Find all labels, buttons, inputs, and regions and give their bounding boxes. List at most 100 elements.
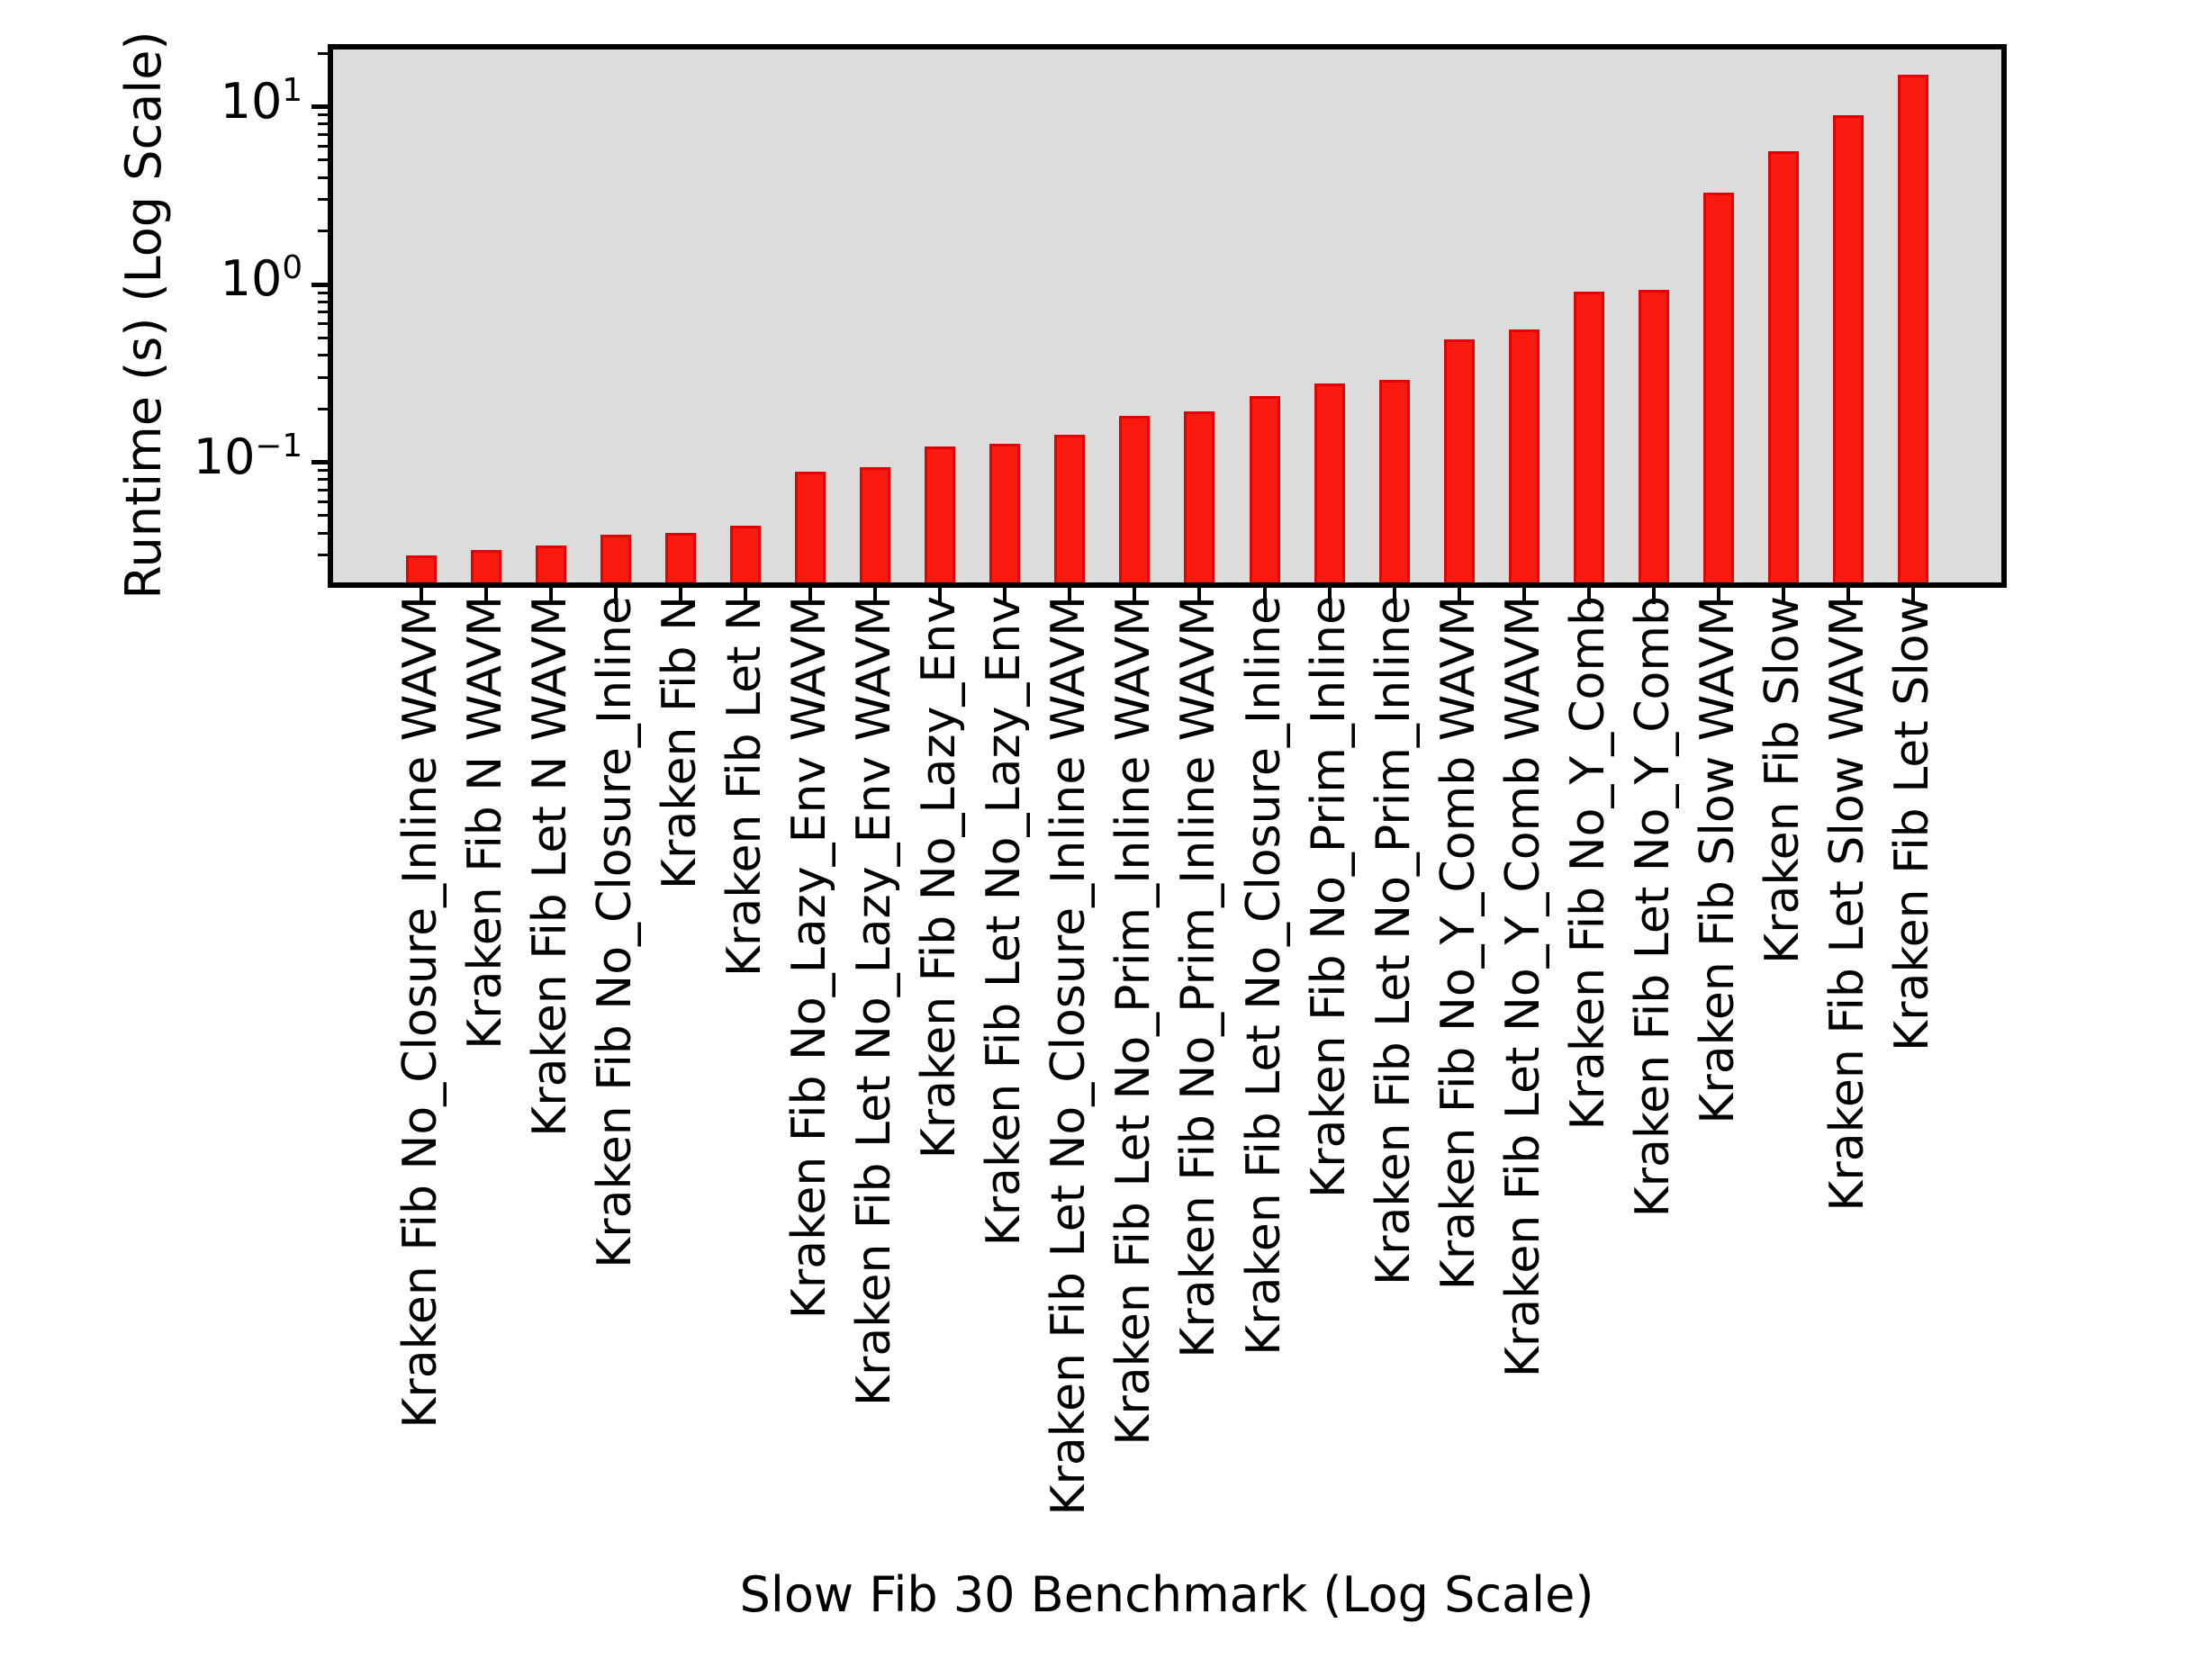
bar: [406, 555, 437, 582]
x-tick-label: Kraken Fib Let No_Prim_Inline WAVM: [1106, 596, 1161, 1446]
x-tick: [744, 588, 748, 604]
x-tick: [420, 588, 423, 604]
x-tick: [938, 588, 943, 604]
x-tick-label: Kraken Fib Let Slow: [1884, 596, 1939, 1051]
x-tick: [1716, 588, 1720, 604]
y-minor-tick: [318, 336, 328, 339]
y-minor-tick: [318, 113, 328, 117]
y-minor-tick: [318, 478, 328, 482]
x-tick-label: Kraken Fib N WAVM: [458, 596, 513, 1050]
y-minor-tick: [318, 554, 328, 557]
x-tick: [1133, 588, 1137, 604]
plot-area: [328, 44, 2007, 588]
bar: [1443, 339, 1475, 582]
y-minor-tick: [318, 322, 328, 326]
y-minor-tick: [318, 375, 328, 379]
bar: [860, 466, 891, 582]
bar: [925, 446, 956, 582]
x-tick-label: Kraken Fib No_Lazy_Env WAVM: [782, 596, 837, 1320]
y-minor-tick: [318, 488, 328, 491]
bar: [600, 535, 632, 582]
x-axis-title: Slow Fib 30 Benchmark (Log Scale): [739, 1566, 1594, 1623]
x-tick-label: Kraken Fib No_Y_Comb WAVM: [1431, 596, 1485, 1291]
bar: [1119, 416, 1151, 582]
y-tick-label: 101: [220, 71, 302, 130]
x-tick-label: Kraken Fib Let No_Y_Comb: [1625, 596, 1680, 1218]
bar: [1897, 74, 1928, 582]
x-tick-label: Kraken Fib No_Closure_Inline: [588, 596, 643, 1268]
x-tick: [1846, 588, 1850, 604]
bar: [1249, 396, 1280, 582]
x-tick-label: Kraken Fib Slow: [1755, 596, 1810, 964]
x-tick: [1651, 588, 1656, 604]
y-minor-tick: [318, 51, 328, 55]
bar: [795, 472, 826, 582]
y-minor-tick: [318, 198, 328, 202]
y-major-tick: [311, 282, 328, 287]
y-minor-tick: [318, 407, 328, 410]
bar: [1054, 435, 1086, 582]
y-minor-tick: [318, 311, 328, 314]
x-tick-label: Kraken Fib Let No_Lazy_Env: [977, 596, 1032, 1247]
bar: [1378, 380, 1410, 582]
x-tick-label: Kraken Fib Let N: [718, 596, 772, 978]
x-tick: [1197, 588, 1202, 604]
x-tick-label: Kraken Fib Let No_Closure_Inline WAVM: [1042, 596, 1097, 1516]
y-minor-tick: [318, 291, 328, 294]
y-major-tick: [311, 104, 328, 109]
x-tick: [679, 588, 683, 604]
y-minor-tick: [318, 122, 328, 126]
y-minor-tick: [318, 514, 328, 518]
x-tick: [1586, 588, 1591, 604]
y-tick-label: 100: [220, 249, 302, 307]
x-tick-label: Kraken Fib Let No_Y_Comb WAVM: [1495, 596, 1550, 1378]
x-tick-label: Kraken Fib Let Slow WAVM: [1819, 596, 1874, 1212]
y-tick-label: 10−1: [193, 427, 302, 485]
bar: [1767, 151, 1799, 582]
bar: [1573, 292, 1604, 582]
x-tick: [1262, 588, 1267, 604]
x-tick: [1327, 588, 1332, 604]
y-minor-tick: [318, 132, 328, 136]
x-tick-label: Kraken Fib Slow WAVM: [1690, 596, 1745, 1124]
x-tick-label: Kraken Fib No_Lazy_Env: [912, 596, 967, 1159]
x-tick-label: Kraken Fib No_Closure_Inline WAVM: [393, 596, 447, 1429]
bar: [1702, 192, 1734, 582]
y-minor-tick: [318, 144, 328, 148]
y-minor-tick: [318, 469, 328, 473]
x-tick: [1910, 588, 1915, 604]
x-tick: [808, 588, 813, 604]
x-tick-label: Kraken Fib Let N WAVM: [523, 596, 578, 1137]
x-tick: [1781, 588, 1785, 604]
bar: [536, 545, 567, 582]
x-tick: [549, 588, 554, 604]
bar: [1832, 114, 1864, 582]
bar: [1314, 383, 1345, 582]
y-major-tick: [311, 460, 328, 464]
bar: [730, 525, 762, 582]
y-minor-tick: [318, 300, 328, 303]
x-tick-label: Kraken Fib No_Y_Comb: [1560, 596, 1615, 1131]
x-tick-label: Kraken Fib N: [653, 596, 708, 890]
y-minor-tick: [318, 531, 328, 535]
x-tick: [1068, 588, 1072, 604]
bar: [1508, 329, 1539, 582]
bar: [1638, 290, 1669, 582]
bar: [471, 550, 502, 582]
bar: [1184, 410, 1215, 582]
x-tick: [1521, 588, 1526, 604]
x-tick: [484, 588, 489, 604]
x-tick-label: Kraken Fib Let No_Prim_Inline: [1366, 596, 1421, 1285]
x-tick: [1003, 588, 1007, 604]
x-tick-label: Kraken Fib Let No_Closure_Inline: [1236, 596, 1291, 1356]
y-minor-tick: [318, 354, 328, 357]
y-minor-tick: [318, 500, 328, 503]
x-tick-label: Kraken Fib Let No_Lazy_Env WAVM: [847, 596, 902, 1407]
x-tick-label: Kraken Fib No_Prim_Inline: [1301, 596, 1356, 1198]
x-tick: [1457, 588, 1461, 604]
bar: [989, 443, 1021, 582]
y-minor-tick: [318, 158, 328, 162]
x-tick-label: Kraken Fib No_Prim_Inline WAVM: [1171, 596, 1226, 1358]
x-tick: [614, 588, 618, 604]
